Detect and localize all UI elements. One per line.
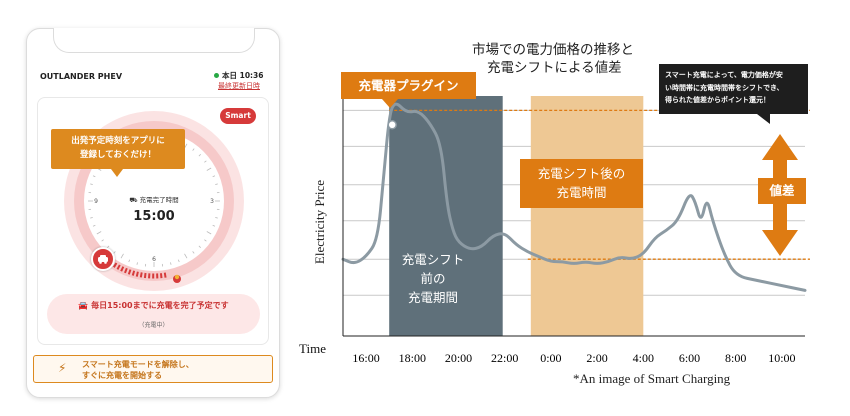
dial-tick xyxy=(206,231,212,235)
charge-status-pill xyxy=(47,294,260,334)
dial-tick xyxy=(192,148,195,151)
departure-time-callout: 出発予定時刻をアプリに 登録しておくだけ！ xyxy=(51,129,185,169)
price-series-line xyxy=(341,102,807,292)
dial-tick xyxy=(212,224,216,227)
charging-car-icon xyxy=(91,247,115,271)
dial-tick-6: 6 xyxy=(152,256,156,263)
phone-screen: OUTLANDER PHEV 本日 10:36 最終更新日時 Smart 12 … xyxy=(26,28,280,398)
charge-status-text: 🚘 毎日15:00までに充電を完了予定です xyxy=(47,300,260,311)
dial-tick xyxy=(206,167,212,171)
dial-tick xyxy=(204,239,207,242)
after-shift-label-line-2: 充電時間 xyxy=(556,185,607,200)
connection-status-dot xyxy=(214,73,219,78)
before-shift-band xyxy=(389,96,503,336)
callout-line-1: 出発予定時刻をアプリに xyxy=(71,136,165,146)
dial-tick xyxy=(90,217,93,219)
after-shift-label: 充電シフト後の 充電時間 xyxy=(520,159,643,208)
dial-tick xyxy=(204,160,207,163)
after-shift-band xyxy=(530,96,644,336)
plugin-label-pointer xyxy=(382,99,398,108)
phone-notch xyxy=(53,28,255,53)
dial-tick xyxy=(192,251,195,254)
before-shift-label: 充電シフト 前の 充電期間 xyxy=(385,250,481,307)
x-tick-label: 18:00 xyxy=(399,351,426,365)
start-charging-now-button[interactable] xyxy=(33,355,273,383)
lightning-icon: ⚡ xyxy=(58,361,67,375)
vehicle-model-label: OUTLANDER PHEV xyxy=(40,72,123,81)
x-tick-label: 0:00 xyxy=(540,351,561,365)
cta-line-2: すぐに充電を開始する xyxy=(82,371,162,380)
x-tick-label: 22:00 xyxy=(491,351,518,365)
dial-tick xyxy=(92,175,96,178)
dial-tick xyxy=(120,253,124,259)
smart-charging-note: スマート充電によって、電力価格が安 い時間帯に充電時間帯をシフトでき、 得られた… xyxy=(659,64,808,114)
charge-status-message: 毎日15:00までに充電を完了予定です xyxy=(91,301,229,310)
before-shift-label-line-1: 充電シフト xyxy=(401,252,465,267)
x-tick-label: 2:00 xyxy=(586,351,607,365)
chart-footnote: *An image of Smart Charging xyxy=(573,371,731,386)
dial-tick xyxy=(96,231,102,235)
dial-tick xyxy=(92,224,96,227)
x-tick-labels: 16:00 18:00 20:00 22:00 0:00 2:00 4:00 6:00 8:00… xyxy=(352,351,795,365)
after-shift-label-line-1: 充電シフト後の xyxy=(537,166,626,181)
charge-complete-time: 15:00 xyxy=(133,209,175,224)
dial-tick xyxy=(198,245,201,248)
dial-tick xyxy=(101,239,104,242)
dial-tick xyxy=(215,217,218,219)
charge-complete-label: ⛟ 充電完了時間 xyxy=(123,194,185,205)
chart-title-line-1: 市場での電力価格の推移と xyxy=(472,42,634,57)
callout-line-2: 登録しておくだけ！ xyxy=(80,150,156,160)
before-shift-label-line-3: 充電期間 xyxy=(407,290,458,305)
x-tick-label: 6:00 xyxy=(679,351,700,365)
dial-tick-9: 9 xyxy=(94,198,98,205)
smart-mode-badge[interactable]: Smart xyxy=(220,108,256,124)
charge-complete-text: 充電完了時間 xyxy=(139,196,179,204)
cta-line-1: スマート充電モードを解除し、 xyxy=(82,360,194,369)
chart-title-line-2: 充電シフトによる値差 xyxy=(487,60,622,75)
price-difference-label: 値差 xyxy=(758,178,806,204)
x-tick-label: 20:00 xyxy=(445,351,472,365)
current-time-label: 本日 10:36 xyxy=(222,71,264,80)
sun-icon xyxy=(174,274,180,280)
car-icon: 🚘 xyxy=(78,301,92,310)
plugin-label: 充電器プラグイン xyxy=(341,72,476,99)
start-charging-now-label[interactable]: スマート充電モードを解除し、 すぐに充電を開始する xyxy=(82,359,194,381)
dial-tick xyxy=(113,251,116,254)
note-line-2: い時間帯に充電時間帯をシフトでき、 xyxy=(665,83,784,92)
callout-pointer xyxy=(111,169,123,177)
note-line-1: スマート充電によって、電力価格が安 xyxy=(665,71,783,79)
dial-tick xyxy=(170,262,172,265)
note-line-3: 得られた値差からポイント還元！ xyxy=(665,96,770,104)
charge-progress-arc xyxy=(109,260,168,279)
x-axis-label: Time xyxy=(299,341,326,356)
x-tick-label: 16:00 xyxy=(352,351,379,365)
dial-tick xyxy=(198,154,201,157)
dial-tick xyxy=(136,262,138,265)
dial-tick xyxy=(184,253,188,259)
dial-tick xyxy=(212,175,216,178)
note-pointer xyxy=(757,114,770,124)
last-update-link[interactable]: 最終更新日時 xyxy=(218,82,260,90)
before-shift-label-line-2: 前の xyxy=(420,271,446,286)
plugin-point xyxy=(387,120,397,130)
dial-tick-3: 3 xyxy=(210,198,214,205)
dial-tick xyxy=(128,259,131,263)
x-tick-label: 8:00 xyxy=(725,351,746,365)
y-axis-label: Electricity Price xyxy=(312,179,327,265)
dial-tick xyxy=(177,259,180,263)
x-tick-label: 10:00 xyxy=(768,351,795,365)
charge-status-sub: （充電中） xyxy=(138,322,169,329)
x-tick-label: 4:00 xyxy=(633,351,654,365)
car-icon: ⛟ xyxy=(129,196,140,204)
dial-tick xyxy=(90,183,93,185)
dial-tick xyxy=(215,183,218,185)
